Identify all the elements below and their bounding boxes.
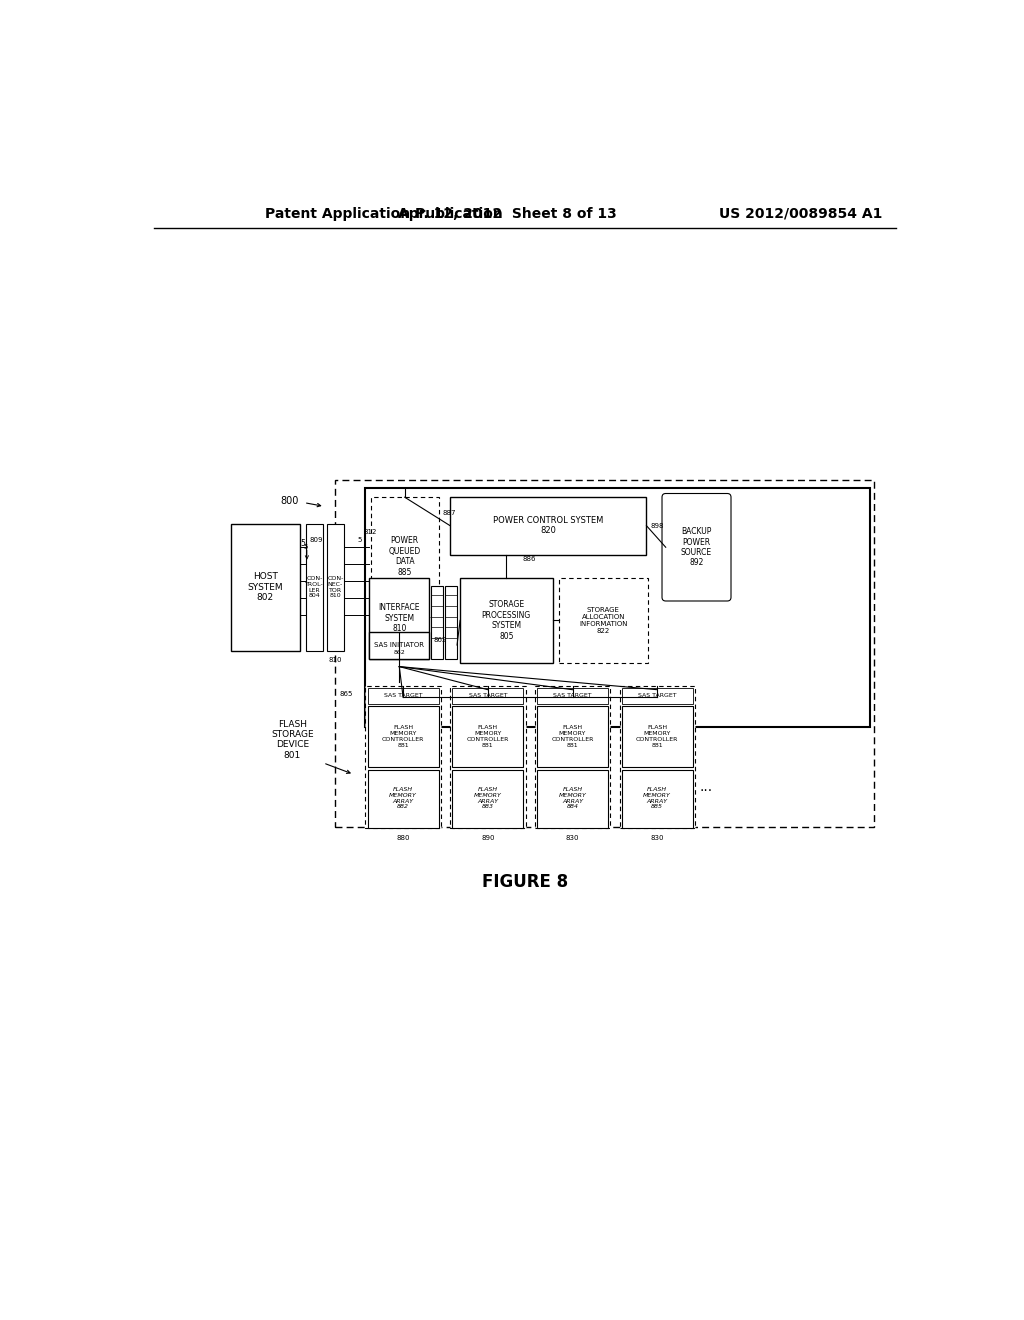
Text: 887: 887	[442, 510, 456, 516]
Text: 5: 5	[301, 539, 305, 548]
Text: CON-
NEC-
TOR
810: CON- NEC- TOR 810	[328, 576, 344, 598]
Text: FLASH
MEMORY
CONTROLLER
881: FLASH MEMORY CONTROLLER 881	[467, 726, 509, 748]
Bar	[538, 688, 608, 704]
Text: POWER CONTROL SYSTEM
820: POWER CONTROL SYSTEM 820	[493, 516, 603, 536]
Text: 810: 810	[329, 657, 342, 664]
Text: 5: 5	[304, 544, 308, 550]
Bar	[366, 686, 441, 829]
Text: Patent Application Publication: Patent Application Publication	[265, 207, 503, 220]
Text: ...: ...	[700, 780, 713, 795]
Text: 812: 812	[364, 529, 377, 535]
Bar	[368, 770, 438, 828]
Bar	[453, 706, 523, 767]
Text: FLASH
MEMORY
ARRAY
885: FLASH MEMORY ARRAY 885	[643, 787, 671, 809]
Text: SAS TARGET: SAS TARGET	[384, 693, 423, 698]
Bar	[535, 686, 610, 829]
Text: SAS INITIATOR: SAS INITIATOR	[375, 642, 424, 648]
Bar	[370, 632, 429, 659]
Bar	[460, 578, 553, 663]
Bar	[306, 524, 323, 651]
Bar	[538, 706, 608, 767]
Text: 862: 862	[433, 636, 446, 643]
Text: STORAGE
ALLOCATION
INFORMATION
822: STORAGE ALLOCATION INFORMATION 822	[580, 607, 628, 634]
Bar	[371, 498, 438, 616]
Text: FLASH
MEMORY
CONTROLLER
881: FLASH MEMORY CONTROLLER 881	[551, 726, 594, 748]
Text: US 2012/0089854 A1: US 2012/0089854 A1	[719, 207, 882, 220]
Text: FLASH
STORAGE
DEVICE
801: FLASH STORAGE DEVICE 801	[271, 719, 313, 760]
FancyBboxPatch shape	[662, 494, 731, 601]
Text: FLASH
MEMORY
ARRAY
883: FLASH MEMORY ARRAY 883	[474, 787, 502, 809]
Text: FLASH
MEMORY
CONTROLLER
881: FLASH MEMORY CONTROLLER 881	[636, 726, 679, 748]
Bar	[370, 578, 429, 659]
Text: CON-
TROL-
LER
804: CON- TROL- LER 804	[305, 576, 324, 598]
Text: 5: 5	[357, 536, 361, 543]
Text: STORAGE
PROCESSING
SYSTEM
805: STORAGE PROCESSING SYSTEM 805	[481, 601, 531, 640]
Bar	[622, 706, 692, 767]
Text: 800: 800	[281, 496, 299, 506]
Text: BACKUP
POWER
SOURCE
892: BACKUP POWER SOURCE 892	[681, 527, 712, 568]
Text: 865: 865	[340, 690, 353, 697]
Bar	[622, 770, 692, 828]
Bar	[368, 706, 438, 767]
Text: FIGURE 8: FIGURE 8	[481, 874, 568, 891]
Bar	[335, 480, 873, 826]
Text: ...: ...	[700, 717, 713, 731]
Text: FLASH
MEMORY
CONTROLLER
881: FLASH MEMORY CONTROLLER 881	[382, 726, 424, 748]
Text: 830: 830	[566, 834, 580, 841]
Bar	[230, 524, 300, 651]
Bar	[444, 586, 457, 659]
Bar	[622, 688, 692, 704]
Text: SAS TARGET: SAS TARGET	[469, 693, 507, 698]
Text: 898: 898	[650, 523, 664, 529]
Bar	[559, 578, 648, 663]
Text: POWER
QUEUED
DATA
885: POWER QUEUED DATA 885	[388, 536, 421, 577]
Bar	[453, 770, 523, 828]
Text: SAS TARGET: SAS TARGET	[553, 693, 592, 698]
Bar	[327, 524, 344, 651]
Text: HOST
SYSTEM
802: HOST SYSTEM 802	[248, 573, 283, 602]
Text: 886: 886	[522, 556, 537, 562]
Text: Apr. 12, 2012  Sheet 8 of 13: Apr. 12, 2012 Sheet 8 of 13	[398, 207, 617, 220]
Text: 880: 880	[396, 834, 410, 841]
Text: FLASH
MEMORY
ARRAY
882: FLASH MEMORY ARRAY 882	[389, 787, 417, 809]
Bar	[453, 688, 523, 704]
Bar	[451, 686, 525, 829]
Text: 830: 830	[650, 834, 664, 841]
Text: 809: 809	[309, 536, 323, 543]
Bar	[366, 488, 869, 726]
Text: INTERFACE
SYSTEM
810: INTERFACE SYSTEM 810	[379, 603, 420, 634]
Bar	[368, 688, 438, 704]
Bar	[431, 586, 443, 659]
Text: 862: 862	[393, 651, 406, 655]
Text: FLASH
MEMORY
ARRAY
884: FLASH MEMORY ARRAY 884	[559, 787, 587, 809]
Text: 890: 890	[481, 834, 495, 841]
Bar	[620, 686, 695, 829]
Text: SAS TARGET: SAS TARGET	[638, 693, 677, 698]
Bar	[538, 770, 608, 828]
Bar	[451, 498, 646, 554]
